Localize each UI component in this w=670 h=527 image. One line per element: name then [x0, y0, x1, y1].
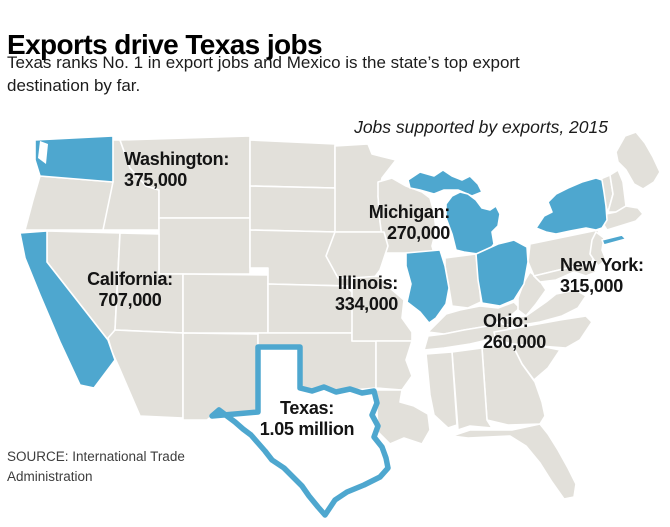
label-ohio-name: Ohio:: [483, 311, 529, 331]
source-note: SOURCE: International Trade Administrati…: [7, 449, 185, 484]
state-wyoming: [158, 217, 251, 275]
label-ohio: Ohio: 260,000: [483, 311, 546, 353]
page-subtitle: Texas ranks No. 1 in export jobs and Mex…: [7, 53, 520, 95]
state-ohio: [475, 239, 529, 307]
state-louisiana: [375, 389, 431, 445]
state-massachusetts-ct-ri: [601, 205, 644, 231]
label-washington: Washington: 375,000: [124, 149, 229, 191]
state-north-carolina: [493, 315, 593, 349]
label-illinois-value: 334,000: [335, 294, 398, 314]
state-virginia: [499, 289, 587, 327]
state-new-york-long-island: [601, 234, 627, 246]
state-texas: [209, 344, 391, 518]
state-illinois: [405, 249, 450, 324]
label-michigan-value: 270,000: [387, 223, 450, 243]
state-iowa: [325, 231, 389, 279]
state-oregon: [24, 175, 114, 231]
state-indiana: [444, 253, 482, 309]
label-california-name: California:: [87, 269, 173, 289]
state-alabama: [451, 347, 493, 431]
label-new-york-name: New York:: [560, 255, 644, 275]
label-california-value: 707,000: [98, 290, 162, 310]
label-illinois-name: Illinois:: [337, 273, 399, 293]
map-caption: Jobs supported by exports, 2015: [354, 117, 608, 137]
label-washington-value: 375,000: [124, 170, 187, 190]
state-new-york: [535, 177, 608, 235]
state-florida: [451, 423, 577, 500]
state-maryland-delaware: [533, 261, 597, 283]
label-texas: Texas: 1.05 million: [232, 398, 382, 440]
state-washington: [34, 135, 114, 183]
label-ohio-value: 260,000: [483, 332, 546, 352]
page-title: Exports drive Texas jobs: [7, 28, 323, 60]
state-california: [19, 230, 116, 389]
label-new-york-value: 315,000: [560, 276, 623, 296]
state-michigan-upper-peninsula: [407, 169, 483, 197]
state-georgia: [481, 343, 546, 426]
state-north-dakota: [249, 139, 336, 189]
state-mississippi: [425, 351, 458, 429]
label-michigan: Michigan: 270,000: [333, 202, 451, 244]
label-texas-value: 1.05 million: [259, 419, 355, 439]
state-maine: [615, 131, 661, 190]
label-washington-name: Washington:: [124, 149, 230, 169]
state-west-virginia: [517, 271, 547, 317]
label-illinois: Illinois: 334,000: [292, 273, 398, 315]
state-arkansas: [375, 340, 413, 391]
state-wisconsin: [377, 177, 437, 254]
puget-sound-water: [38, 141, 48, 164]
label-new-york: New York: 315,000: [560, 255, 644, 297]
label-california: California: 707,000: [55, 269, 205, 311]
label-michigan-name: Michigan:: [368, 202, 451, 222]
state-missouri: [351, 275, 413, 342]
state-arizona: [107, 329, 184, 419]
state-south-dakota: [249, 185, 341, 233]
label-texas-name: Texas:: [280, 398, 334, 418]
state-michigan: [445, 191, 501, 255]
